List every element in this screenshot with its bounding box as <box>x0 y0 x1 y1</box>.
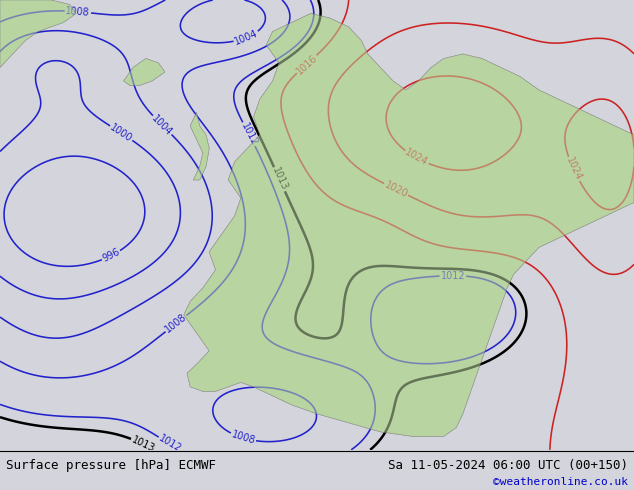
Text: 1008: 1008 <box>230 430 256 446</box>
Text: 996: 996 <box>101 247 122 264</box>
Text: Sa 11-05-2024 06:00 UTC (00+150): Sa 11-05-2024 06:00 UTC (00+150) <box>387 460 628 472</box>
Text: 1004: 1004 <box>233 28 259 47</box>
Text: Surface pressure [hPa] ECMWF: Surface pressure [hPa] ECMWF <box>6 460 216 472</box>
Text: 1012: 1012 <box>441 270 465 281</box>
Text: 1008: 1008 <box>65 6 91 18</box>
Text: 1013: 1013 <box>270 166 289 193</box>
Text: 1024: 1024 <box>564 156 583 182</box>
Text: 1013: 1013 <box>130 435 157 454</box>
Text: 1004: 1004 <box>150 113 174 137</box>
Text: 1020: 1020 <box>383 179 410 199</box>
Text: 1024: 1024 <box>403 147 430 168</box>
Text: 1012: 1012 <box>239 121 259 147</box>
Text: 1012: 1012 <box>157 434 183 455</box>
Text: 1016: 1016 <box>294 52 319 76</box>
Text: ©weatheronline.co.uk: ©weatheronline.co.uk <box>493 477 628 487</box>
Text: 1000: 1000 <box>108 122 134 144</box>
Text: 1008: 1008 <box>164 312 189 335</box>
